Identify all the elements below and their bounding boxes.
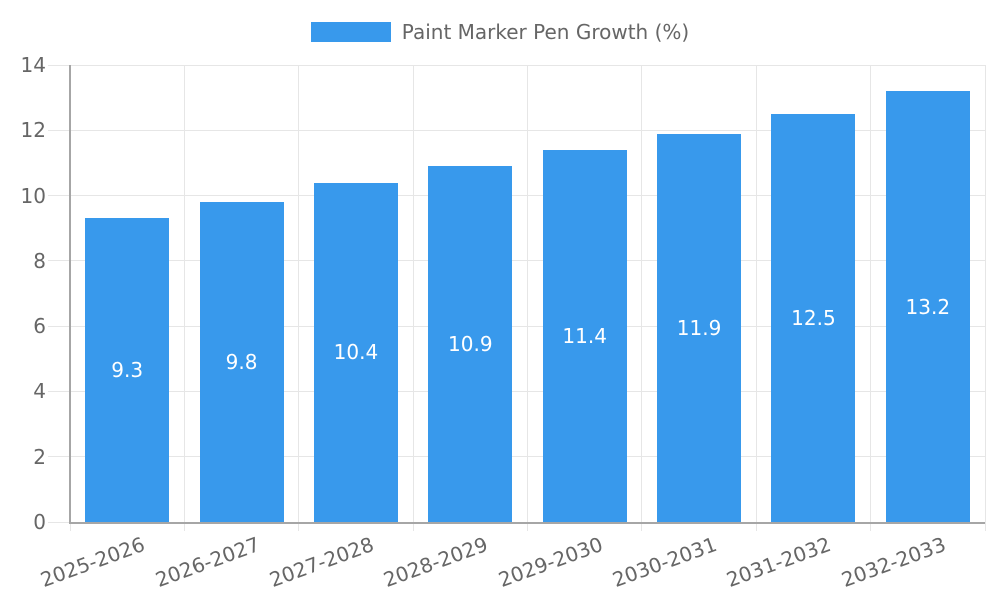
- x-tick-mark: [755, 522, 757, 531]
- y-axis-tick-label: 10: [20, 183, 46, 208]
- bar: 11.4: [542, 149, 627, 522]
- x-tick-mark: [984, 522, 986, 531]
- bar-value-label: 10.9: [448, 332, 493, 357]
- y-axis-tick-label: 8: [33, 248, 46, 273]
- x-gridline: [183, 65, 185, 522]
- x-tick-mark: [183, 522, 185, 531]
- y-axis-tick-label: 6: [33, 314, 46, 339]
- y-tick-mark: [48, 390, 70, 392]
- bar: 13.2: [885, 91, 970, 522]
- bar: 12.5: [771, 113, 856, 522]
- y-tick-mark: [48, 64, 70, 66]
- y-axis-tick-label: 14: [20, 53, 46, 77]
- bar-value-label: 12.5: [791, 305, 836, 330]
- y-tick-mark: [48, 456, 70, 458]
- x-tick-mark: [69, 522, 71, 531]
- x-axis-line: [69, 522, 985, 524]
- bar: 10.9: [428, 166, 513, 522]
- y-tick-mark: [48, 325, 70, 327]
- bar-value-label: 13.2: [905, 294, 951, 319]
- y-tick-mark: [48, 195, 70, 197]
- x-tick-mark: [527, 522, 528, 531]
- y-axis-tick-label: 0: [33, 510, 46, 534]
- y-axis-tick-label: 12: [20, 118, 46, 143]
- x-tick-mark: [298, 522, 300, 531]
- legend-label: Paint Marker Pen Growth (%): [401, 20, 690, 44]
- y-tick-mark: [48, 129, 70, 131]
- x-gridline: [298, 65, 300, 522]
- x-gridline: [641, 65, 643, 522]
- y-tick-mark: [48, 521, 70, 523]
- x-tick-mark: [870, 522, 872, 531]
- x-gridline: [755, 65, 757, 522]
- x-tick-mark: [641, 522, 643, 531]
- bar-value-label: 10.4: [333, 340, 379, 365]
- bar-value-label: 9.3: [111, 358, 144, 383]
- bar: 9.3: [85, 218, 170, 522]
- x-gridline: [527, 65, 528, 522]
- x-gridline: [870, 65, 872, 522]
- y-tick-mark: [48, 260, 70, 262]
- y-axis-line: [69, 65, 71, 524]
- y-axis-tick-label: 4: [33, 379, 46, 404]
- bar: 10.4: [313, 182, 398, 522]
- bar-value-label: 11.9: [676, 315, 722, 340]
- legend-swatch-icon: [310, 22, 391, 42]
- x-gridline: [412, 65, 414, 522]
- x-tick-mark: [412, 522, 414, 531]
- legend[interactable]: Paint Marker Pen Growth (%): [0, 14, 1000, 50]
- x-gridline: [984, 65, 986, 522]
- bar-value-label: 9.8: [225, 350, 258, 375]
- bar: 11.9: [657, 133, 742, 522]
- bar: 9.8: [199, 202, 284, 522]
- y-axis-tick-label: 2: [33, 444, 46, 469]
- bar-value-label: 11.4: [562, 323, 607, 348]
